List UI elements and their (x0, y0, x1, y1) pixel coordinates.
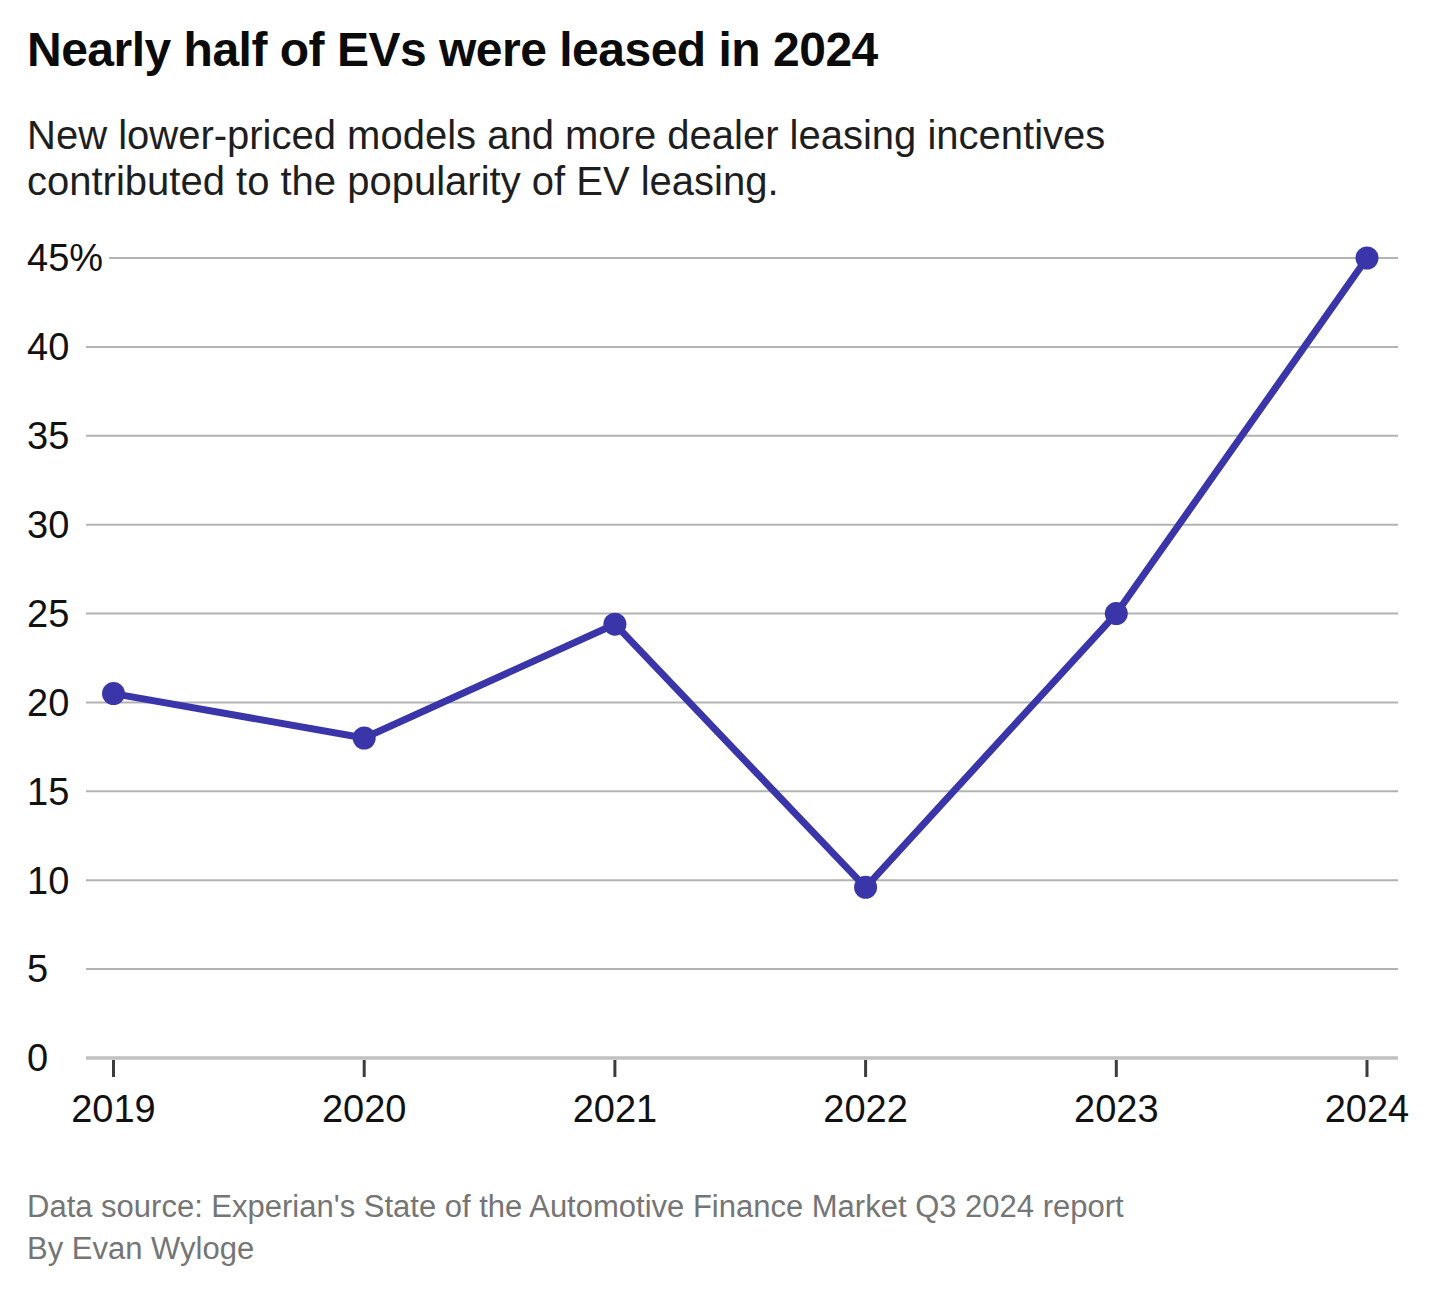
y-tick-label: 30 (27, 504, 69, 546)
data-point (854, 876, 877, 899)
y-tick-label: 35 (27, 415, 69, 457)
y-tick-label: 45% (27, 237, 103, 279)
x-tick-label: 2021 (573, 1088, 658, 1130)
y-tick-label: 0 (27, 1037, 48, 1079)
y-tick-label: 20 (27, 682, 69, 724)
y-tick-label: 25 (27, 593, 69, 635)
y-tick-label: 40 (27, 326, 69, 368)
x-tick-label: 2019 (71, 1088, 156, 1130)
chart-footer: Data source: Experian's State of the Aut… (27, 1186, 1124, 1270)
x-tick-label: 2024 (1325, 1088, 1410, 1130)
data-point (1356, 247, 1379, 270)
line-chart: 0 5 10 15 20 25 30 35 40 45% 2019 2020 2021 2022 2023 2… (0, 230, 1440, 1140)
data-line (114, 258, 1368, 887)
data-source-note: Data source: Experian's State of the Aut… (27, 1186, 1124, 1228)
y-tick-label: 10 (27, 860, 69, 902)
data-point (353, 727, 376, 750)
x-tick-label: 2022 (823, 1088, 908, 1130)
data-point (1105, 602, 1128, 625)
y-tick-label: 5 (27, 948, 48, 990)
chart-page: Nearly half of EVs were leased in 2024 N… (0, 0, 1440, 1296)
chart-title: Nearly half of EVs were leased in 2024 (27, 22, 878, 78)
x-tick-label: 2023 (1074, 1088, 1159, 1130)
y-tick-label: 15 (27, 771, 69, 813)
line-chart-svg: 0 5 10 15 20 25 30 35 40 45% 2019 2020 2021 2022 2023 2… (0, 230, 1440, 1140)
byline: By Evan Wyloge (27, 1228, 1124, 1270)
data-point (102, 682, 125, 705)
data-point (603, 613, 626, 636)
x-tick-label: 2020 (322, 1088, 407, 1130)
chart-subtitle: New lower-priced models and more dealer … (27, 112, 1227, 204)
